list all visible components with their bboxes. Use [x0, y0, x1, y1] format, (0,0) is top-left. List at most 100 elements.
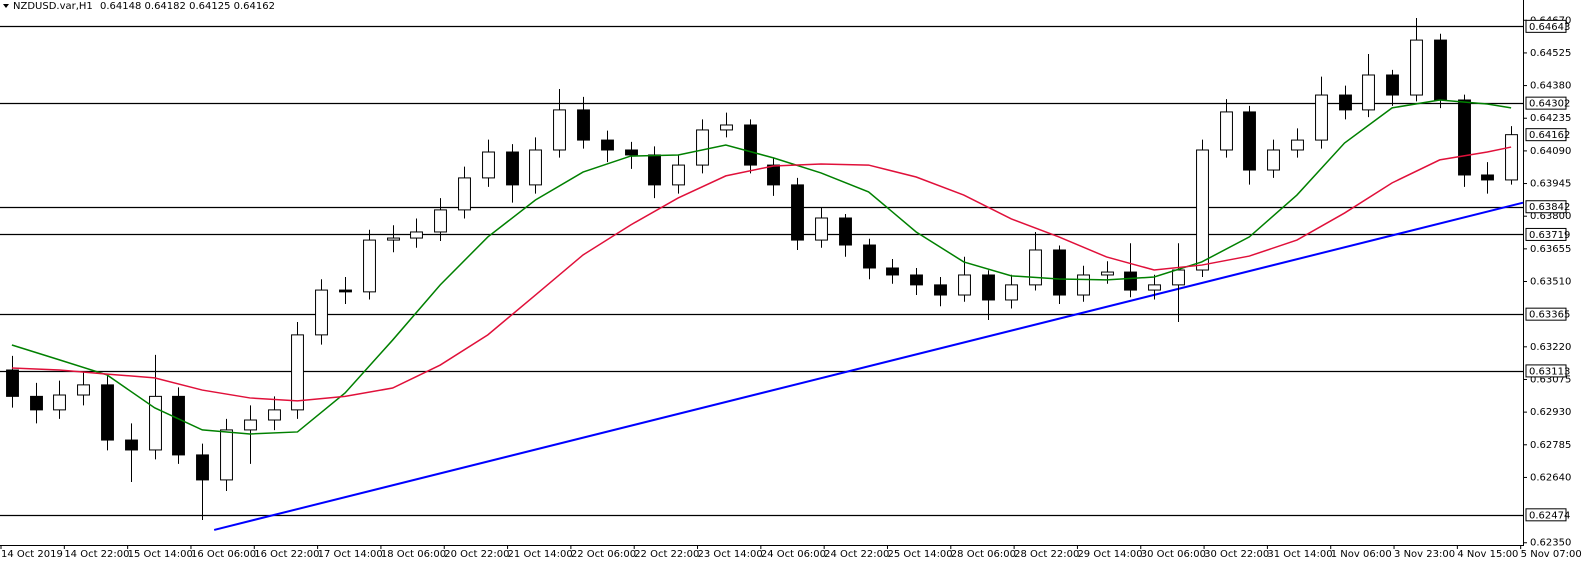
candle-body	[268, 409, 281, 421]
candle-body	[910, 274, 923, 286]
candle-body	[839, 217, 852, 246]
y-tick-label: 0.63510	[1530, 277, 1571, 288]
candle-body	[886, 267, 899, 276]
candle-body	[672, 164, 685, 186]
candle-body	[1458, 99, 1471, 176]
x-tick-label: 20 Oct 22:00	[444, 549, 509, 560]
y-tick-label: 0.63655	[1530, 244, 1571, 255]
x-tick-label: 14 Oct 2019	[1, 549, 63, 560]
candle-body	[1029, 249, 1042, 286]
candle-body	[1053, 249, 1066, 296]
candle-body	[77, 384, 90, 396]
header-open: 0.64148	[100, 1, 141, 12]
x-tick-label: 30 Oct 22:00	[1204, 549, 1269, 560]
candle-body	[1362, 74, 1375, 111]
level-box	[1525, 227, 1567, 241]
bid-box	[1525, 128, 1567, 142]
x-tick-label: 18 Oct 06:00	[381, 549, 446, 560]
x-tick-label: 15 Oct 14:00	[128, 549, 193, 560]
x-tick-label: 22 Oct 22:00	[634, 549, 699, 560]
candle-body	[815, 217, 828, 241]
x-tick-label: 14 Oct 22:00	[64, 549, 129, 560]
candle-body	[791, 184, 804, 241]
candle-body	[244, 419, 257, 431]
x-tick-label: 29 Oct 14:00	[1077, 549, 1142, 560]
candle-body	[339, 289, 352, 293]
candle-body	[101, 384, 114, 441]
x-tick-label: 31 Oct 14:00	[1267, 549, 1332, 560]
menu-arrow[interactable]	[3, 4, 9, 8]
candle-body	[1410, 39, 1423, 96]
candle-body	[1434, 39, 1447, 101]
candle-body	[767, 164, 780, 186]
candle-body	[982, 274, 995, 301]
x-tick-label: 17 Oct 14:00	[318, 549, 383, 560]
moving-average	[11, 99, 1512, 435]
candle-body	[863, 244, 876, 269]
x-tick-label: 5 Nov 07:00	[1521, 549, 1582, 560]
x-tick-label: 28 Oct 22:00	[1014, 549, 1079, 560]
level-box	[1525, 364, 1567, 378]
trendline	[213, 201, 1524, 531]
x-tick-label: 16 Oct 06:00	[191, 549, 256, 560]
candle-body	[6, 369, 19, 397]
candle-body	[506, 151, 519, 186]
candle-body	[1267, 149, 1280, 171]
candle-body	[601, 139, 614, 151]
y-tick-label: 0.62350	[1530, 538, 1571, 549]
x-tick-label: 24 Oct 06:00	[761, 549, 826, 560]
candle-body	[125, 439, 138, 451]
candle-body	[1005, 284, 1018, 301]
candle-body	[696, 129, 709, 166]
candle-body	[1481, 174, 1494, 181]
candle-body	[1077, 274, 1090, 296]
header-low: 0.64125	[189, 1, 230, 12]
x-tick-label: 30 Oct 06:00	[1141, 549, 1206, 560]
candle-body	[1243, 111, 1256, 171]
candle-body	[553, 109, 566, 151]
x-tick-label: 16 Oct 22:00	[254, 549, 319, 560]
level-label: 0.64643	[1529, 22, 1570, 33]
bid-label: 0.64162	[1529, 130, 1570, 141]
header-close: 0.64162	[234, 1, 275, 12]
candle-body	[363, 239, 376, 293]
y-tick-label: 0.62640	[1530, 472, 1571, 483]
x-tick-label: 23 Oct 14:00	[698, 549, 763, 560]
candle-body	[1386, 74, 1399, 96]
candle-body	[482, 151, 495, 179]
y-tick-label: 0.62785	[1530, 440, 1571, 451]
candle-body	[30, 395, 43, 411]
x-tick-label: 25 Oct 14:00	[887, 549, 952, 560]
candle-body	[1315, 94, 1328, 141]
candle-body	[434, 209, 447, 233]
candle-body	[1196, 149, 1209, 271]
x-tick-label: 1 Nov 06:00	[1331, 549, 1392, 560]
x-tick-label: 21 Oct 14:00	[508, 549, 573, 560]
candle-body	[1148, 284, 1161, 291]
level-label: 0.63719	[1529, 230, 1570, 241]
y-tick-label: 0.64380	[1530, 81, 1571, 92]
candle-body	[1291, 139, 1304, 151]
candle-body	[172, 395, 185, 456]
candle-body	[625, 149, 638, 156]
y-tick-label: 0.64235	[1530, 113, 1571, 124]
candle-body	[458, 177, 471, 211]
candle-body	[387, 237, 400, 241]
candle-body	[149, 395, 162, 451]
x-tick-label: 28 Oct 06:00	[951, 549, 1016, 560]
candle-body	[1339, 94, 1352, 111]
level-label: 0.63842	[1529, 202, 1570, 213]
candle-body	[196, 454, 209, 481]
level-box	[1525, 508, 1567, 522]
candle-body	[315, 289, 328, 336]
candle-body	[958, 274, 971, 296]
candle-body	[1505, 134, 1518, 181]
candle-body	[291, 334, 304, 411]
level-label: 0.64302	[1529, 99, 1570, 110]
y-tick-label: 0.63945	[1530, 179, 1571, 190]
x-tick-label: 24 Oct 22:00	[824, 549, 889, 560]
candle-body	[410, 231, 423, 239]
y-tick-label: 0.64525	[1530, 48, 1571, 59]
x-tick-label: 4 Nov 15:00	[1457, 549, 1518, 560]
